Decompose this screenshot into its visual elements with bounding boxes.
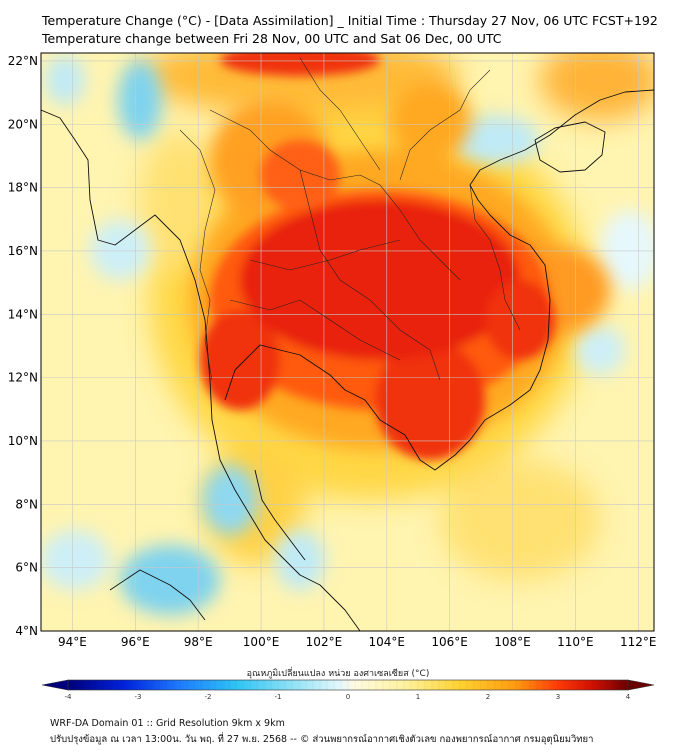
colorbar-tick-label: 4 — [626, 693, 631, 700]
lon-tick-label: 96°E — [121, 635, 150, 649]
lat-tick-label: 22°N — [8, 54, 38, 68]
country-borders — [179, 57, 521, 381]
lon-tick-label: 110°E — [557, 635, 594, 649]
lat-tick-label: 16°N — [8, 244, 38, 258]
axis-labels: 94°E 96°E 98°E 100°E 102°E 104°E 106°E 108°E 110… — [8, 54, 657, 649]
sumatra-coast — [109, 569, 206, 621]
lat-tick-label: 8°N — [15, 497, 38, 511]
model-info: WRF-DA Domain 01 :: Grid Resolution 9km … — [50, 718, 285, 729]
colorbar-tick-label: -2 — [205, 693, 212, 700]
lon-tick-label: 108°E — [494, 635, 531, 649]
colorbar-tick-label: -1 — [275, 693, 282, 700]
lon-tick-label: 112°E — [620, 635, 657, 649]
strong-warming-core — [200, 53, 555, 460]
lon-tick-label: 104°E — [369, 635, 406, 649]
colorbar-max-extension — [627, 679, 655, 691]
island-hainan — [534, 121, 606, 173]
malay-peninsula-east — [254, 469, 306, 561]
lat-tick-label: 18°N — [8, 181, 38, 195]
cooling-areas — [41, 55, 654, 615]
plot-area — [41, 53, 654, 631]
colorbar-tick-label: 2 — [486, 693, 490, 700]
plot-frame — [40, 52, 655, 632]
temperature-change-map: 94°E 96°E 98°E 100°E 102°E 104°E 106°E 108°E 110… — [8, 52, 657, 700]
mainland-coastline — [41, 109, 361, 631]
colorbar-tick-label: 1 — [416, 693, 420, 700]
lon-tick-label: 102°E — [306, 635, 343, 649]
coastlines — [41, 89, 654, 631]
lon-tick-label: 98°E — [184, 635, 213, 649]
lat-tick-label: 20°N — [8, 117, 38, 131]
lat-tick-label: 10°N — [8, 434, 38, 448]
colorbar-title: อุณหภูมิเปลี่ยนแปลง หน่วย องศาเซลเซียส (… — [246, 669, 430, 679]
colorbar-min-extension — [41, 679, 69, 691]
lat-tick-label: 12°N — [8, 371, 38, 385]
lat-tick-label: 6°N — [15, 561, 38, 575]
colorbar-tick-label: 3 — [556, 693, 560, 700]
colorbar: -4 -3 -2 -1 0 1 2 3 4 — [41, 679, 655, 700]
lon-tick-label: 94°E — [58, 635, 87, 649]
map-title: Temperature Change (°C) - [Data Assimila… — [42, 13, 658, 28]
credit-line: ปรับปรุงข้อมูล ณ เวลา 13:00น. วัน พฤ. ที… — [50, 734, 594, 745]
gulf-coastline — [224, 89, 654, 471]
map-subtitle: Temperature change between Fri 28 Nov, 0… — [42, 31, 502, 46]
colorbar-tick-label: -3 — [135, 693, 142, 700]
lon-tick-label: 106°E — [431, 635, 468, 649]
lat-tick-label: 14°N — [8, 307, 38, 321]
colorbar-tick-label: 0 — [346, 693, 350, 700]
lon-tick-label: 100°E — [243, 635, 280, 649]
colorbar-tick-label: -4 — [65, 693, 73, 700]
lat-tick-label: 4°N — [15, 624, 38, 638]
graticule — [41, 53, 654, 631]
